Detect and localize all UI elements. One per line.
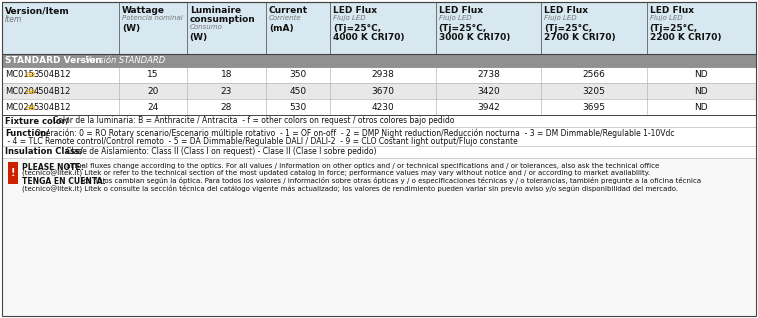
Text: consumption: consumption — [190, 15, 255, 24]
Text: (W): (W) — [190, 33, 208, 42]
Text: 3695: 3695 — [582, 102, 606, 112]
Text: MC020: MC020 — [5, 86, 34, 95]
Text: 3670: 3670 — [371, 86, 394, 95]
Text: Item: Item — [5, 15, 23, 24]
Text: Luminaire: Luminaire — [190, 6, 241, 15]
Text: Operación: 0 = RO Rotary scenario/Escenario múltiple rotativo  - 1 = OF on-off  : Operación: 0 = RO Rotary scenario/Escena… — [35, 128, 675, 138]
Text: LED Flux: LED Flux — [650, 6, 694, 15]
Text: 2200 K CRI70): 2200 K CRI70) — [650, 33, 721, 42]
Text: (Tj=25°C,: (Tj=25°C, — [439, 24, 487, 33]
Text: 4504B12: 4504B12 — [33, 86, 71, 95]
Text: - Versión STANDARD: - Versión STANDARD — [77, 56, 165, 65]
Text: STANDARD Version: STANDARD Version — [5, 56, 102, 65]
Text: 350: 350 — [290, 71, 306, 80]
Text: 5304B12: 5304B12 — [33, 102, 71, 112]
Text: los flujos cambian según la óptica. Para todos los valores / información sobre o: los flujos cambian según la óptica. Para… — [79, 177, 701, 184]
Text: Fixture color/: Fixture color/ — [5, 116, 69, 125]
Text: LED Flux: LED Flux — [439, 6, 483, 15]
Text: aa: aa — [26, 102, 36, 112]
Text: (W): (W) — [122, 24, 140, 33]
Text: (Tj=25°C,: (Tj=25°C, — [333, 24, 381, 33]
Text: MC024: MC024 — [5, 102, 34, 112]
Text: - 4 = TLC Remote control/Control remoto  - 5 = DA Dimmable/Regulable DALI / DALI: - 4 = TLC Remote control/Control remoto … — [5, 136, 518, 146]
Text: 4230: 4230 — [371, 102, 394, 112]
Text: PLEASE NOTE:: PLEASE NOTE: — [22, 163, 83, 172]
Text: LED Flux: LED Flux — [544, 6, 588, 15]
Text: Potencia nominal: Potencia nominal — [122, 15, 183, 21]
Text: (Tj=25°C,: (Tj=25°C, — [544, 24, 592, 33]
Text: Flujo LED: Flujo LED — [650, 15, 682, 21]
Text: (Tj=25°C,: (Tj=25°C, — [650, 24, 698, 33]
Text: LED Flux: LED Flux — [333, 6, 377, 15]
Text: 3205: 3205 — [582, 86, 606, 95]
Text: Flujo LED: Flujo LED — [333, 15, 365, 21]
Text: ND: ND — [694, 86, 708, 95]
Text: 18: 18 — [221, 71, 232, 80]
Text: ND: ND — [694, 102, 708, 112]
Text: (tecnico@litek.it) Litek o consulte la sección técnica del catálogo vigente más : (tecnico@litek.it) Litek o consulte la s… — [22, 184, 678, 191]
Text: 24: 24 — [147, 102, 158, 112]
Text: MC015: MC015 — [5, 71, 34, 80]
Bar — [2, 54, 756, 67]
Text: Version/Item: Version/Item — [5, 6, 70, 15]
Text: Function/: Function/ — [5, 128, 49, 137]
Text: Flujo LED: Flujo LED — [439, 15, 471, 21]
Text: 3942: 3942 — [477, 102, 500, 112]
Text: 3420: 3420 — [477, 86, 500, 95]
Text: TENGA EN CUENTA:: TENGA EN CUENTA: — [22, 177, 106, 186]
Text: Flujo LED: Flujo LED — [544, 15, 577, 21]
Text: (mA): (mA) — [269, 24, 293, 33]
Text: (tecnico@litek.it) Litek or refer to the technical section of the most updated c: (tecnico@litek.it) Litek or refer to the… — [22, 170, 650, 177]
Text: 23: 23 — [221, 86, 232, 95]
Text: Current: Current — [269, 6, 308, 15]
Bar — [2, 99, 756, 115]
Text: 2700 K CRI70): 2700 K CRI70) — [544, 33, 615, 42]
Text: aa: aa — [26, 71, 36, 80]
Text: actual fluxes change according to the optics. For all values / information on ot: actual fluxes change according to the op… — [64, 163, 659, 169]
Text: Insulation Class/: Insulation Class/ — [5, 147, 83, 156]
Text: 2566: 2566 — [582, 71, 606, 80]
Text: 28: 28 — [221, 102, 232, 112]
Text: 20: 20 — [147, 86, 158, 95]
Text: aa: aa — [26, 86, 36, 95]
Text: 3504B12: 3504B12 — [33, 71, 71, 80]
Text: ND: ND — [694, 71, 708, 80]
Text: 4000 K CRI70): 4000 K CRI70) — [333, 33, 405, 42]
Text: 2938: 2938 — [371, 71, 394, 80]
Text: !: ! — [11, 168, 15, 178]
Bar — [2, 2, 756, 54]
Text: Consumo: Consumo — [190, 24, 223, 30]
Text: Clase de Aislamiento: Class II (Class I on request) - Clase II (Clase I sobre pe: Clase de Aislamiento: Class II (Class I … — [66, 147, 377, 156]
Bar — [2, 159, 756, 316]
Text: Wattage: Wattage — [122, 6, 165, 15]
Text: 450: 450 — [290, 86, 306, 95]
Text: 530: 530 — [290, 102, 306, 112]
Text: Color de la luminaria: B = Anthracite / Antracita  - f = other colors on request: Color de la luminaria: B = Anthracite / … — [53, 116, 455, 125]
Text: Corriente: Corriente — [269, 15, 302, 21]
Bar — [2, 67, 756, 83]
Bar — [8, 162, 18, 184]
Bar — [2, 83, 756, 99]
Text: 2738: 2738 — [477, 71, 500, 80]
Text: 3000 K CRI70): 3000 K CRI70) — [439, 33, 510, 42]
Text: 15: 15 — [147, 71, 158, 80]
